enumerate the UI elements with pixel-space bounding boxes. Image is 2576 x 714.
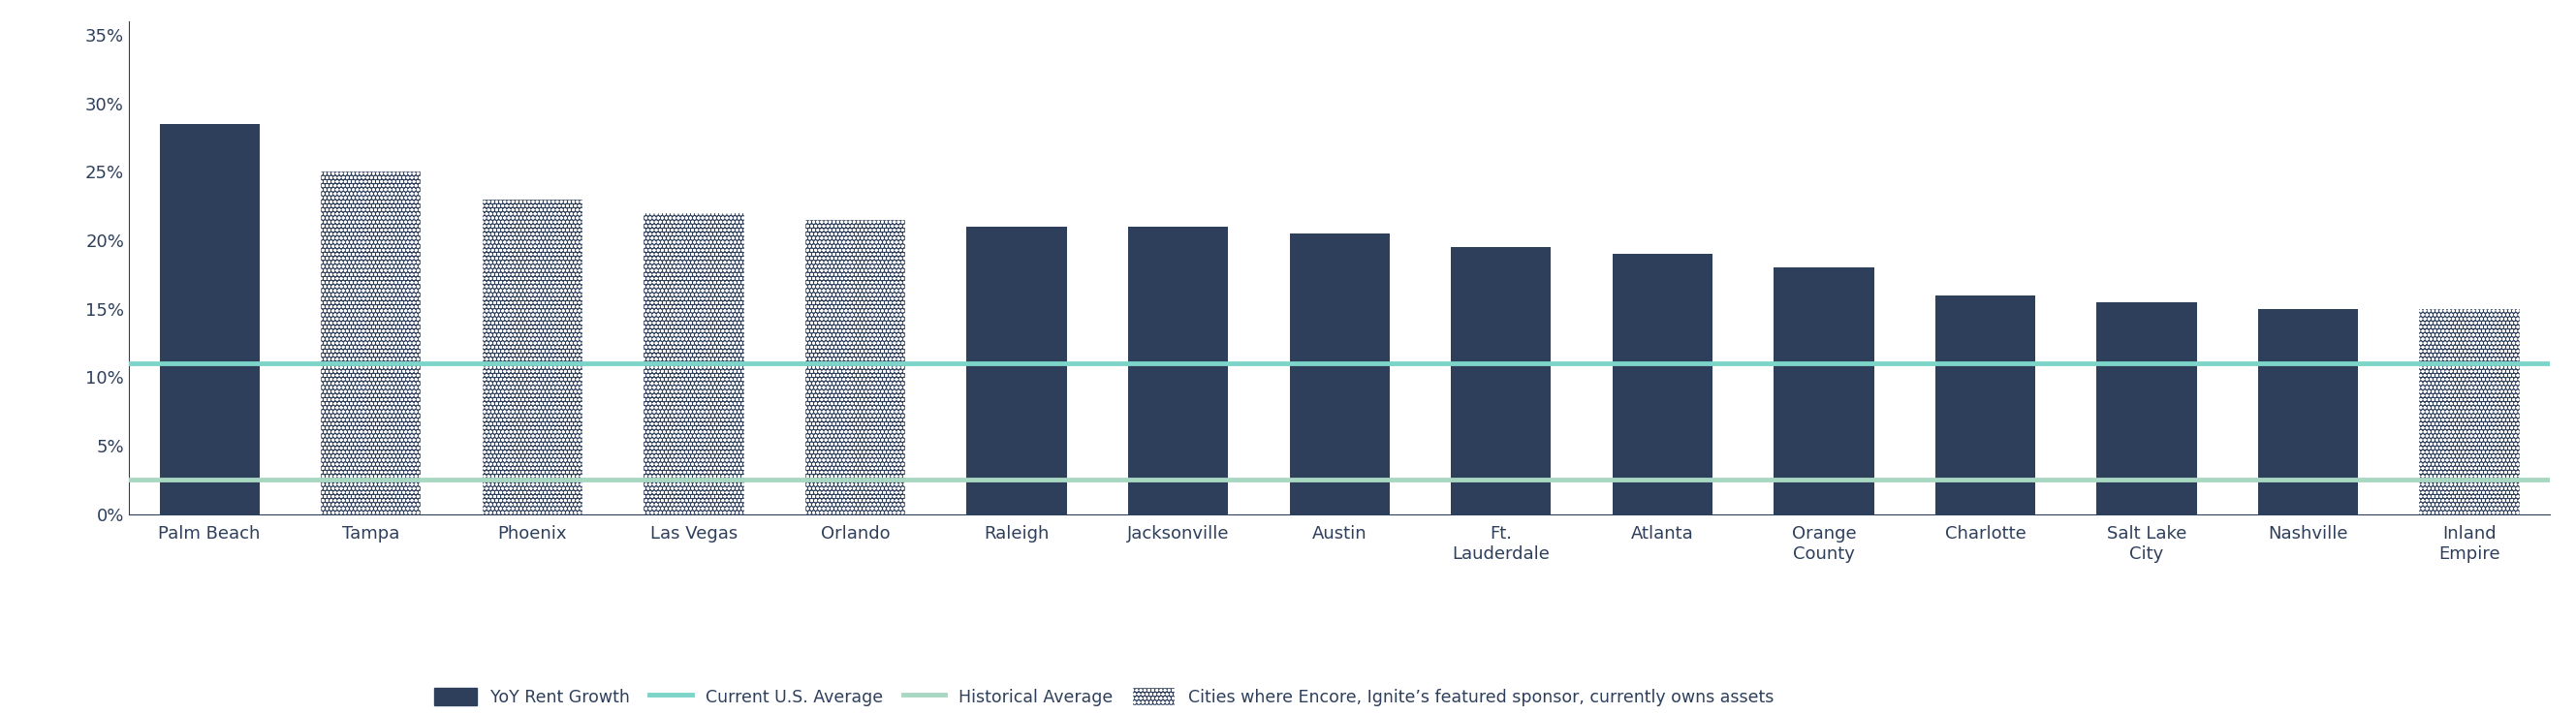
Bar <box>644 213 744 514</box>
Bar <box>160 124 260 514</box>
Bar <box>482 199 582 514</box>
Bar <box>2419 308 2519 514</box>
Bar <box>1450 247 1551 514</box>
Bar <box>322 172 420 514</box>
Bar <box>644 213 744 514</box>
Bar <box>806 220 904 514</box>
Bar <box>2419 308 2519 514</box>
Bar <box>1128 227 1229 514</box>
Bar <box>482 199 582 514</box>
Bar <box>806 220 904 514</box>
Bar <box>1291 233 1388 514</box>
Bar <box>1935 295 2035 514</box>
Bar <box>806 220 904 514</box>
Bar <box>322 172 420 514</box>
Bar <box>2419 308 2519 514</box>
Bar <box>322 172 420 514</box>
Bar <box>1613 254 1713 514</box>
Bar <box>1775 268 1873 514</box>
Bar <box>2097 302 2197 514</box>
Bar <box>482 199 582 514</box>
Bar <box>2259 308 2357 514</box>
Legend: YoY Rent Growth, Current U.S. Average, Historical Average, Cities where Encore, : YoY Rent Growth, Current U.S. Average, H… <box>428 681 1780 713</box>
Bar <box>644 213 744 514</box>
Bar <box>966 227 1066 514</box>
